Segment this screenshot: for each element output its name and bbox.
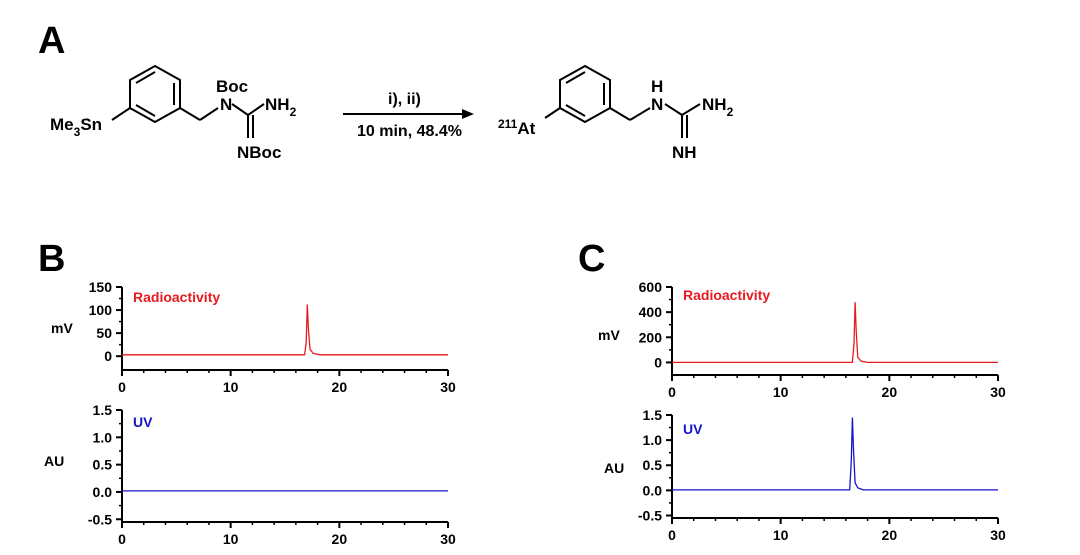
x-tick-label: 10: [773, 527, 789, 543]
x-tick-label: 10: [223, 379, 239, 395]
y-axis-label: AU: [604, 460, 624, 476]
y-tick-label: 0: [654, 354, 662, 370]
y-tick-label: 0.5: [643, 457, 663, 473]
reactant-nh2: NH2: [265, 95, 297, 119]
y-tick-label: -0.5: [638, 507, 662, 523]
reactant-structure: [111, 64, 265, 138]
product-at: 211At: [498, 117, 536, 138]
y-tick-label: 600: [639, 279, 663, 295]
product-n: N: [651, 95, 663, 114]
y-tick-label: 0.0: [93, 484, 113, 500]
series-title: Radioactivity: [683, 287, 770, 303]
x-tick-label: 30: [990, 384, 1006, 400]
product-nh2: NH2: [702, 95, 734, 119]
y-tick-label: 200: [639, 329, 663, 345]
series-line: [122, 304, 448, 356]
reactant-n: N: [220, 95, 232, 114]
reaction-scheme: Me3Sn Boc N NH2 NBoc i), ii) 10 min, 48.…: [50, 64, 734, 162]
reactant-boc: Boc: [216, 77, 248, 96]
panel-label-a: A: [38, 20, 66, 62]
conditions-reagents: i), ii): [388, 91, 421, 108]
y-tick-label: 1.5: [643, 407, 663, 423]
y-tick-label: 50: [96, 325, 112, 341]
y-axis-label: AU: [44, 453, 64, 469]
y-tick-label: 1.0: [93, 429, 113, 445]
panel-label-c: C: [578, 238, 606, 280]
y-axis-label: mV: [51, 320, 73, 336]
y-tick-label: 1.0: [643, 432, 663, 448]
y-tick-label: 100: [89, 302, 113, 318]
x-tick-label: 0: [668, 527, 676, 543]
y-tick-label: 400: [639, 304, 663, 320]
x-tick-label: 10: [773, 384, 789, 400]
product-h: H: [651, 77, 663, 96]
product-structure: [544, 64, 701, 138]
y-axis-label: mV: [598, 327, 620, 343]
reactant-snme3: Me3Sn: [50, 115, 102, 139]
y-tick-label: 1.5: [93, 402, 113, 418]
series-line: [672, 302, 998, 364]
product-nh: NH: [672, 143, 697, 162]
x-tick-label: 20: [882, 384, 898, 400]
x-tick-label: 20: [882, 527, 898, 543]
series-title: UV: [683, 421, 703, 437]
reaction-arrow: [343, 109, 474, 119]
x-tick-label: 30: [440, 379, 456, 395]
reactant-nboc: NBoc: [237, 143, 281, 162]
x-tick-label: 0: [118, 379, 126, 395]
x-tick-label: 10: [223, 531, 239, 547]
y-tick-label: 150: [89, 279, 113, 295]
series-title: Radioactivity: [133, 289, 220, 305]
y-tick-label: 0.0: [643, 482, 663, 498]
x-tick-label: 30: [990, 527, 1006, 543]
series-title: UV: [133, 414, 153, 430]
x-tick-label: 30: [440, 531, 456, 547]
y-tick-label: -0.5: [88, 511, 112, 527]
panel-label-b: B: [38, 238, 66, 280]
x-tick-label: 20: [332, 379, 348, 395]
x-tick-label: 0: [668, 384, 676, 400]
series-line: [672, 417, 998, 491]
x-tick-label: 20: [332, 531, 348, 547]
y-tick-label: 0.5: [93, 457, 113, 473]
y-tick-label: 0: [104, 348, 112, 364]
conditions-time-yield: 10 min, 48.4%: [357, 123, 462, 140]
x-tick-label: 0: [118, 531, 126, 547]
